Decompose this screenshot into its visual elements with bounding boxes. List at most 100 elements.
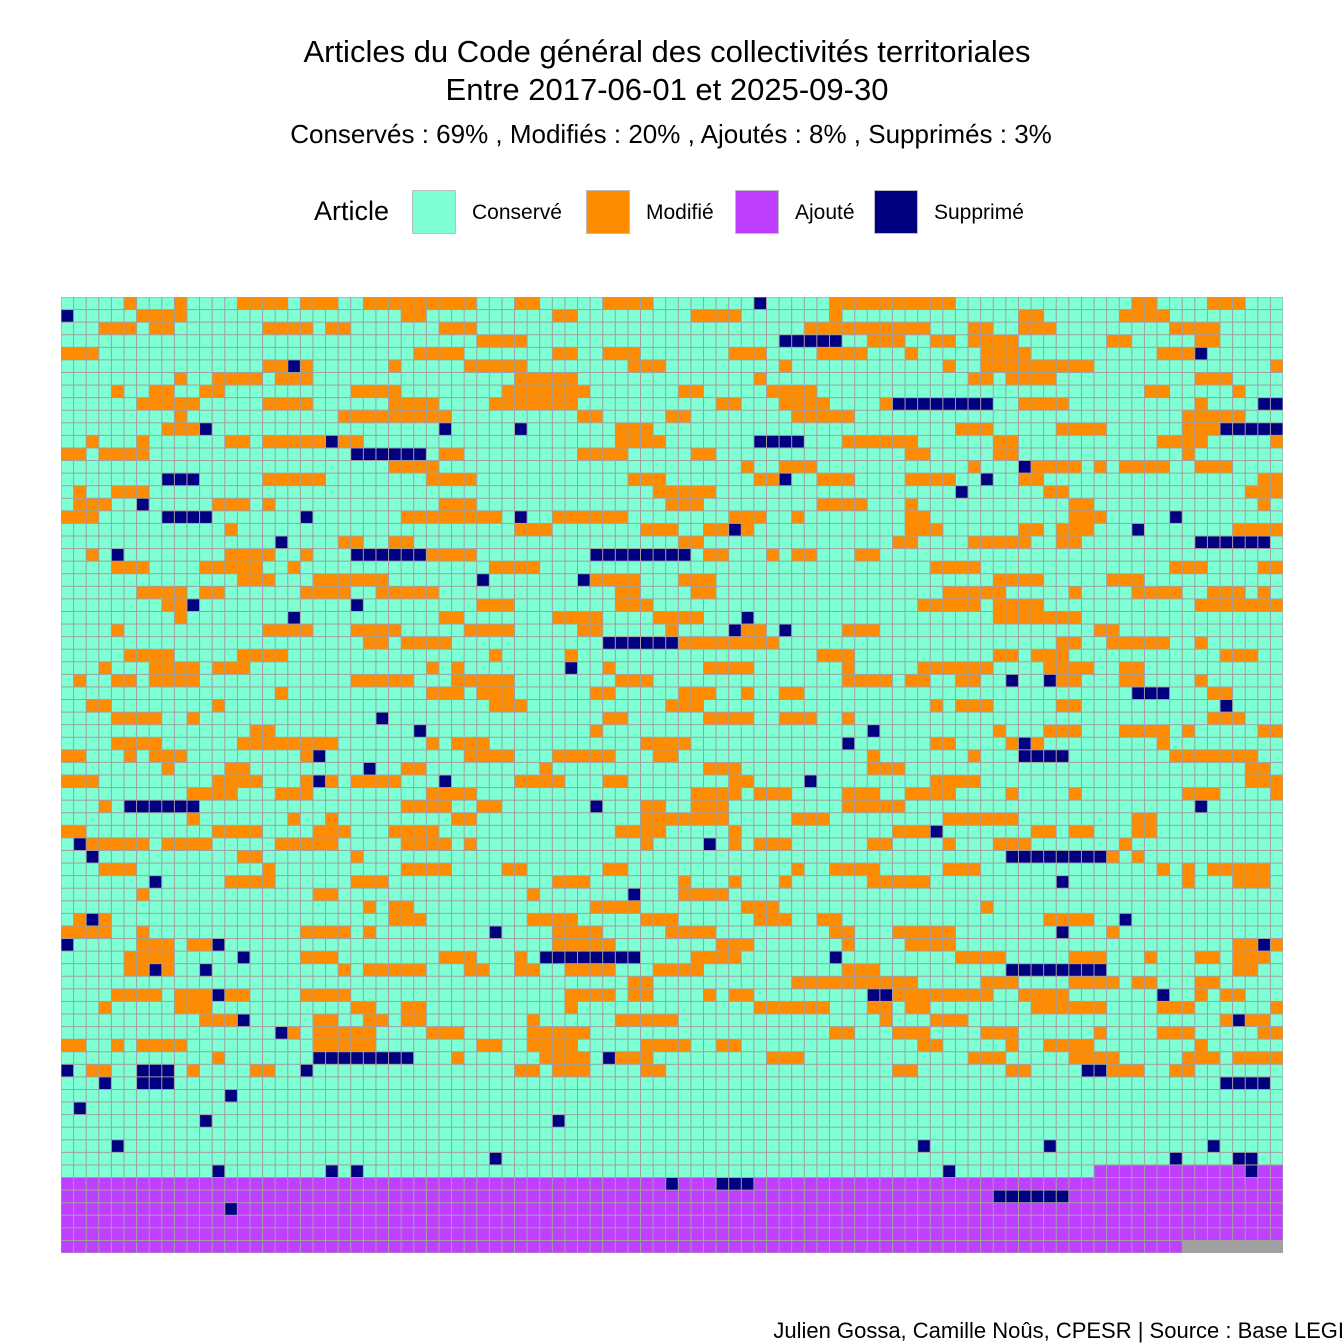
waffle-cell <box>842 385 855 398</box>
waffle-cell <box>729 360 741 372</box>
waffle-cell <box>414 863 426 876</box>
waffle-cell <box>502 750 515 762</box>
waffle-cell <box>1018 813 1031 825</box>
waffle-cell <box>1195 888 1207 901</box>
waffle-cell <box>578 737 590 750</box>
waffle-cell <box>237 448 250 461</box>
waffle-cell <box>1006 725 1018 737</box>
waffle-cell <box>641 901 653 913</box>
waffle-cell <box>288 913 300 926</box>
waffle-cell <box>578 901 590 913</box>
waffle-cell <box>968 448 981 461</box>
waffle-cell <box>1195 825 1207 838</box>
waffle-cell <box>162 913 174 926</box>
waffle-cell <box>1132 448 1144 461</box>
waffle-cell <box>1119 461 1132 473</box>
waffle-cell <box>313 939 326 951</box>
waffle-cell <box>754 498 766 511</box>
waffle-cell <box>666 511 678 523</box>
waffle-cell <box>981 876 993 888</box>
waffle-cell <box>729 863 741 876</box>
waffle-cell <box>981 335 993 347</box>
waffle-cell <box>842 423 855 435</box>
waffle-cell <box>666 901 678 913</box>
waffle-cell <box>137 398 149 410</box>
waffle-cell <box>414 310 426 322</box>
waffle-cell <box>578 372 590 385</box>
waffle-cell <box>237 523 250 536</box>
waffle-cell <box>275 423 288 435</box>
waffle-cell <box>338 913 351 926</box>
waffle-cell <box>615 574 628 586</box>
waffle-cell <box>993 725 1006 737</box>
waffle-cell <box>540 913 552 926</box>
waffle-cell <box>414 637 426 649</box>
waffle-cell <box>615 561 628 574</box>
waffle-cell <box>905 725 918 737</box>
waffle-cell <box>1107 712 1119 725</box>
waffle-cell <box>250 473 263 486</box>
waffle-cell <box>666 674 678 687</box>
waffle-cell <box>905 775 918 788</box>
waffle-cell <box>842 825 855 838</box>
waffle-cell <box>200 498 212 511</box>
waffle-cell <box>300 775 313 788</box>
waffle-cell <box>225 674 237 687</box>
waffle-cell <box>653 901 666 913</box>
waffle-cell <box>389 423 401 435</box>
waffle-cell <box>817 536 829 549</box>
waffle-cell <box>439 850 452 863</box>
waffle-cell <box>464 549 477 561</box>
waffle-cell <box>1056 725 1069 737</box>
waffle-cell <box>905 498 918 511</box>
waffle-cell <box>716 624 729 637</box>
waffle-cell <box>225 624 237 637</box>
waffle-cell <box>1132 775 1144 788</box>
waffle-cell <box>515 435 527 448</box>
waffle-cell <box>225 725 237 737</box>
waffle-cell <box>603 838 615 850</box>
waffle-cell <box>237 511 250 523</box>
waffle-cell <box>817 448 829 461</box>
waffle-cell <box>653 737 666 750</box>
waffle-cell <box>1220 385 1233 398</box>
waffle-cell <box>603 574 615 586</box>
waffle-cell <box>187 788 200 800</box>
waffle-cell <box>439 435 452 448</box>
waffle-cell <box>1207 750 1220 762</box>
waffle-cell <box>603 850 615 863</box>
waffle-cell <box>1081 498 1094 511</box>
waffle-cell <box>590 360 603 372</box>
waffle-cell <box>1081 360 1094 372</box>
waffle-cell <box>187 461 200 473</box>
waffle-cell <box>351 825 363 838</box>
waffle-cell <box>414 888 426 901</box>
waffle-cell <box>552 486 565 498</box>
waffle-cell <box>565 586 578 599</box>
waffle-cell <box>389 473 401 486</box>
waffle-cell <box>829 310 842 322</box>
waffle-cell <box>389 913 401 926</box>
waffle-cell <box>452 649 464 662</box>
waffle-cell <box>1069 611 1081 624</box>
waffle-cell <box>426 574 439 586</box>
waffle-cell <box>212 762 225 775</box>
waffle-cell <box>363 926 376 939</box>
waffle-cell <box>590 398 603 410</box>
waffle-cell <box>401 536 414 549</box>
waffle-cell <box>666 775 678 788</box>
waffle-cell <box>1031 498 1044 511</box>
waffle-cell <box>918 486 930 498</box>
waffle-cell <box>666 788 678 800</box>
waffle-cell <box>1094 574 1107 586</box>
waffle-cell <box>943 297 955 310</box>
waffle-cell <box>1157 599 1170 611</box>
waffle-cell <box>817 725 829 737</box>
waffle-cell <box>99 435 111 448</box>
waffle-cell <box>351 863 363 876</box>
waffle-cell <box>1170 687 1182 700</box>
waffle-cell <box>603 448 615 461</box>
waffle-cell <box>880 461 892 473</box>
waffle-cell <box>930 599 943 611</box>
waffle-cell <box>515 700 527 712</box>
